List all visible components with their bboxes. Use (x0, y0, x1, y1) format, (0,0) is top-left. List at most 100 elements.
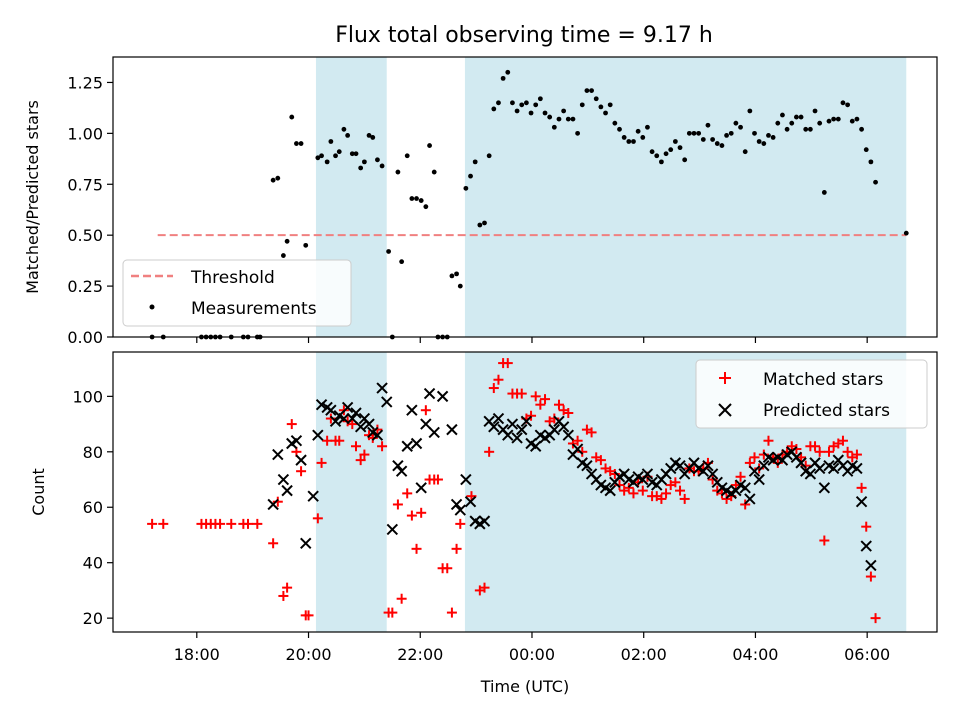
matched-point (147, 518, 158, 529)
measurement-point (491, 106, 497, 112)
measurement-point (807, 126, 813, 132)
top-y-axis: 0.00 0.25 0.50 0.75 1.00 1.25 (67, 73, 113, 347)
matched-stars-series (147, 358, 881, 624)
matched-point (252, 518, 263, 529)
measurement-point (454, 271, 459, 277)
measurement-point (358, 165, 364, 171)
matched-point (402, 488, 413, 499)
measurement-point (289, 114, 295, 120)
predicted-point (530, 440, 542, 452)
measurement-point (821, 190, 827, 195)
measurement-point (761, 141, 767, 146)
measurement-point (659, 159, 664, 165)
measurement-point (449, 273, 455, 279)
predicted-point (674, 459, 686, 472)
matched-point (278, 590, 289, 601)
measurement-point (519, 102, 525, 108)
measurement-point (523, 100, 529, 106)
predicted-point (312, 429, 324, 441)
measurement-point (463, 185, 469, 191)
measurement-point (589, 88, 594, 93)
measurement-point (375, 157, 380, 163)
predicted-point (739, 482, 751, 494)
measurement-point (361, 159, 367, 165)
matched-point (595, 455, 606, 466)
measurement-point (319, 153, 324, 159)
matched-point (609, 468, 620, 479)
predicted-point (488, 421, 500, 433)
top-y-tick-label: 1.25 (67, 73, 103, 92)
predicted-point (855, 495, 868, 508)
x-tick-label: 22:00 (397, 645, 443, 664)
measurement-point (418, 198, 424, 203)
predicted-point (511, 432, 523, 444)
predicted-legend-label: Predicted stars (763, 401, 890, 421)
matched-point (442, 563, 453, 574)
measurement-point (505, 69, 511, 75)
measurement-point (366, 133, 372, 138)
predicted-point (804, 468, 817, 480)
measurement-point (431, 169, 437, 175)
predicted-point (557, 421, 570, 433)
measurement-point (345, 133, 351, 138)
measurement-point (826, 118, 832, 124)
predicted-legend-swatch (718, 403, 732, 417)
matched-point (749, 452, 760, 463)
matched-point (286, 419, 297, 430)
matched-point (372, 424, 383, 435)
measurement-point (682, 157, 688, 163)
predicted-point (454, 504, 466, 516)
predicted-point (307, 490, 319, 502)
measurement-point (775, 120, 781, 126)
matched-point (614, 480, 625, 491)
measurement-point (812, 108, 818, 114)
matched-point (563, 407, 574, 418)
matched-point (416, 507, 427, 518)
matched-point (572, 435, 583, 446)
matched-point (577, 446, 588, 457)
measurement-point (537, 96, 543, 102)
matched-point (758, 449, 769, 460)
predicted-point (423, 387, 436, 400)
measurement-point (794, 114, 799, 120)
predicted-point (329, 415, 342, 428)
bottom-y-tick-label: 80 (83, 443, 103, 462)
matched-point (516, 388, 527, 399)
measurement-point (500, 75, 506, 81)
measurement-point (849, 118, 855, 124)
measurement-point (705, 122, 711, 128)
measurement-point (728, 130, 734, 136)
matched-point (493, 374, 504, 385)
measurement-point (710, 137, 716, 142)
matched-point (334, 435, 345, 446)
measurement-point (696, 130, 702, 136)
measurement-point (691, 130, 697, 136)
predicted-point (376, 382, 388, 394)
predicted-point (813, 462, 826, 475)
matched-point (856, 482, 867, 493)
measurement-point (873, 179, 878, 185)
predicted-point (446, 423, 458, 436)
measurement-point (404, 153, 410, 159)
measurement-point (733, 120, 739, 126)
matched-point (347, 419, 358, 430)
matched-legend-label: Matched stars (763, 370, 883, 390)
bottom-legend-box (695, 359, 928, 429)
predicted-point (420, 418, 432, 430)
measurement-point (423, 204, 429, 210)
measurement-point (742, 149, 748, 155)
measurement-point (496, 100, 501, 106)
matched-point (432, 474, 443, 485)
measurement-point (631, 139, 636, 144)
matched-point (754, 463, 765, 474)
predicted-stars-series (267, 382, 877, 572)
measurement-point (409, 196, 415, 201)
matched-point (451, 543, 462, 554)
matched-point (351, 441, 362, 452)
top-axes-frame (112, 56, 938, 338)
matched-legend-swatch (719, 372, 731, 384)
matched-point (392, 499, 403, 510)
bottom-y-tick-label: 100 (72, 387, 103, 406)
bottom-y-tick-label: 20 (83, 609, 103, 628)
top-legend-box (122, 259, 352, 327)
